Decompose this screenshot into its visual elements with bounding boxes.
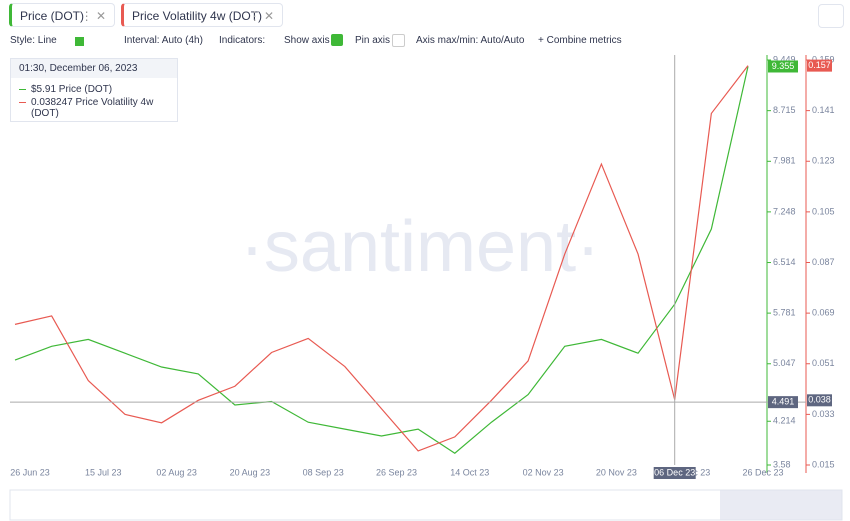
- cursor-y-label-bg: [768, 396, 798, 409]
- x-tick-label: 06 Dec 23: [669, 467, 710, 477]
- x-tick-label: 15 Jul 23: [85, 467, 122, 477]
- metric-tab[interactable]: Price Volatility 4w (DOT) ⋮ ✕: [121, 3, 283, 27]
- interval-select[interactable]: Interval: Auto (4h): [124, 35, 203, 46]
- y-tick-label: 4.214: [773, 416, 796, 426]
- y2-tick-label: 0.105: [812, 206, 835, 216]
- color-select[interactable]: [75, 37, 84, 46]
- y-tick-label: 7.248: [773, 206, 796, 216]
- cursor-y2-label: 0.038: [808, 395, 831, 405]
- y2-tick-label: 0.123: [812, 156, 835, 166]
- tooltip-text: 0.038247 Price Volatility 4w (DOT): [31, 97, 154, 119]
- tooltip-time: 01:30, December 06, 2023: [11, 59, 177, 78]
- navigator-window: [720, 490, 842, 520]
- checkbox[interactable]: [331, 34, 343, 46]
- tooltip-row: $5.91 Price (DOT): [11, 78, 177, 95]
- y2-tick-label: 0.015: [812, 459, 835, 469]
- x-tick-label: 08 Sep 23: [303, 467, 344, 477]
- x-tick-label: 02 Nov 23: [523, 467, 564, 477]
- x-tick-label: 26 Sep 23: [376, 467, 417, 477]
- last-y2-label-bg: [807, 59, 832, 72]
- y-tick-label: 3.58: [773, 459, 791, 469]
- cursor-y2-label-bg: [807, 394, 832, 407]
- last-y2-label: 0.157: [808, 60, 831, 70]
- indicators-select[interactable]: Indicators:: [219, 35, 266, 46]
- navigator: [9, 489, 843, 521]
- x-tick-label: 14 Oct 23: [450, 467, 489, 477]
- tooltip: 01:30, December 06, 2023 $5.91 Price (DO…: [10, 58, 178, 122]
- y2-tick-label: 0.087: [812, 257, 835, 267]
- metric-tab[interactable]: Price (DOT) ⋮ ✕: [9, 3, 115, 27]
- x-tick-label: 20 Nov 23: [596, 467, 637, 477]
- x-tick-label: 20 Aug 23: [230, 467, 271, 477]
- checkbox[interactable]: [392, 34, 405, 47]
- cursor-x-label: 06 Dec 23: [654, 467, 695, 477]
- cursor-x-label-bg: [653, 467, 696, 479]
- cursor-y-label: 4.491: [772, 397, 795, 407]
- y2-tick-label: 0.051: [812, 358, 835, 368]
- y-tick-label: 9.449: [773, 54, 796, 64]
- y-tick-label: 5.047: [773, 358, 796, 368]
- tab-label: Price (DOT): [20, 9, 84, 23]
- last-y-label-bg: [768, 60, 798, 73]
- y2-tick-label: 0.141: [812, 105, 835, 115]
- series-line: [14, 65, 749, 452]
- tab-label: Price Volatility 4w (DOT): [132, 9, 263, 23]
- tooltip-row: 0.038247 Price Volatility 4w (DOT): [11, 95, 177, 119]
- x-tick-label: 26 Dec 23: [742, 467, 783, 477]
- x-tick-label: 26 Jun 23: [10, 467, 50, 477]
- pin-axis[interactable]: Pin axis: [355, 35, 391, 46]
- x-tick-label: 02 Aug 23: [156, 467, 197, 477]
- y2-tick-label: 0.033: [812, 409, 835, 419]
- settings-button[interactable]: [818, 4, 844, 28]
- style-select[interactable]: Style: Line: [10, 35, 57, 46]
- y2-tick-label: 0.069: [812, 308, 835, 318]
- watermark: ·santiment·: [240, 207, 600, 287]
- series-line: [14, 66, 749, 455]
- y-tick-label: 8.715: [773, 105, 796, 115]
- y2-tick-label: 0.159: [812, 54, 835, 64]
- combine-metrics[interactable]: + Combine metrics: [538, 35, 622, 46]
- y-tick-label: 7.981: [773, 156, 796, 166]
- y-tick-label: 5.781: [773, 307, 796, 317]
- tooltip-text: $5.91 Price (DOT): [31, 84, 113, 95]
- axis-range[interactable]: Axis max/min: Auto/Auto: [416, 35, 525, 46]
- last-y-label: 9.355: [772, 61, 795, 71]
- y-tick-label: 6.514: [773, 257, 796, 267]
- show-axis[interactable]: Show axis: [284, 35, 330, 46]
